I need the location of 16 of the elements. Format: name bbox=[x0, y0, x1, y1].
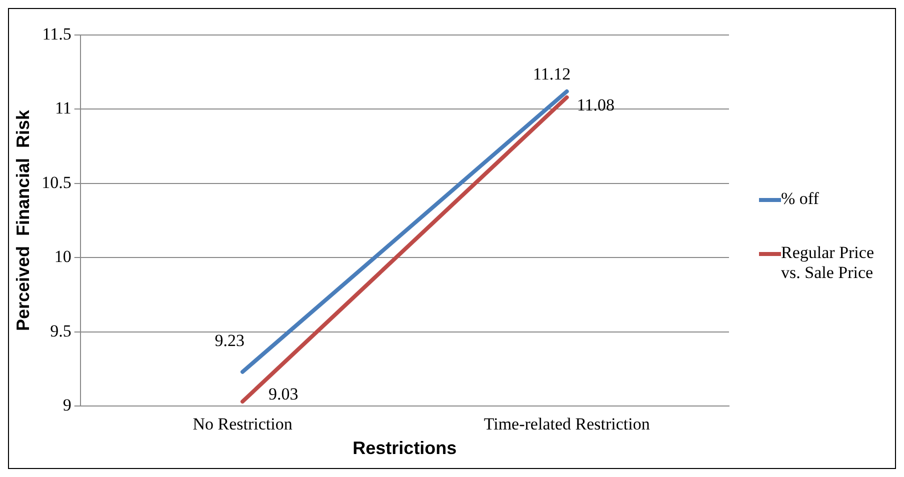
data-label: 11.08 bbox=[576, 95, 614, 114]
x-tick-label: No Restriction bbox=[192, 414, 293, 434]
data-label: 9.03 bbox=[268, 384, 298, 404]
legend-label: % off bbox=[781, 189, 819, 209]
y-tick-label: 10 bbox=[54, 247, 72, 266]
x-tick-label: Time-related Restriction bbox=[484, 414, 650, 434]
x-axis-title: Restrictions bbox=[352, 438, 457, 458]
y-tick-label: 11.5 bbox=[42, 24, 72, 44]
y-tick-label: 9 bbox=[62, 395, 72, 414]
y-tick-label: 11 bbox=[54, 98, 72, 118]
legend-label: Regular Price vs. Sale Price bbox=[781, 243, 875, 283]
y-axis-title: Perceived Financial Risk bbox=[12, 108, 33, 332]
y-tick-label: 9.5 bbox=[50, 321, 72, 340]
data-label: 11.12 bbox=[533, 64, 571, 84]
y-tick-label: 10.5 bbox=[42, 172, 72, 192]
data-label: 9.23 bbox=[214, 330, 245, 350]
